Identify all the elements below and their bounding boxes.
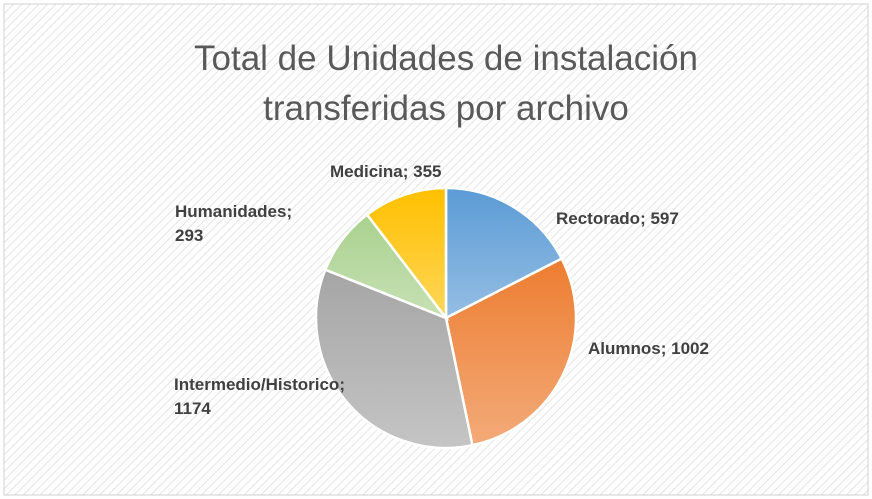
- label-separator: ;: [402, 162, 414, 181]
- label-value: 293: [175, 226, 204, 245]
- data-label: Alumnos; 1002: [588, 337, 709, 361]
- label-value: 355: [413, 162, 442, 181]
- label-category: Intermedio/Historico: [174, 375, 340, 394]
- label-category: Alumnos: [588, 339, 661, 358]
- data-label: Rectorado; 597: [556, 207, 679, 231]
- label-separator: ;: [339, 375, 345, 394]
- label-category: Rectorado: [556, 209, 641, 228]
- chart-title: Total de Unidades de instalación transfe…: [194, 39, 698, 128]
- label-category: Medicina: [330, 162, 403, 181]
- data-label: Humanidades; 293: [175, 200, 325, 248]
- pie-slice: [444, 186, 564, 321]
- label-value: 597: [650, 209, 679, 228]
- data-label: Medicina; 355: [330, 160, 442, 184]
- label-separator: ;: [640, 209, 651, 228]
- pie-slice: [365, 186, 448, 322]
- pie-slice: [444, 256, 578, 447]
- label-value: 1002: [671, 339, 709, 358]
- data-label: Intermedio/Historico; 1174: [174, 373, 345, 421]
- label-separator: ;: [286, 202, 293, 221]
- label-value: 1174: [174, 399, 211, 418]
- label-separator: ;: [660, 339, 672, 358]
- label-category: Humanidades: [175, 202, 287, 221]
